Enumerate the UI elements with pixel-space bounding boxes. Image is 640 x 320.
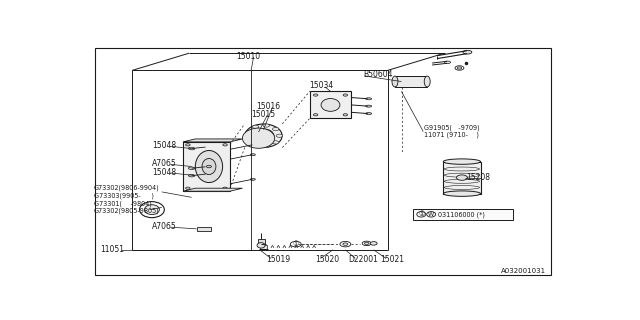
Ellipse shape bbox=[314, 94, 318, 96]
Ellipse shape bbox=[186, 187, 190, 189]
Text: G73303(9905-     ): G73303(9905- ) bbox=[94, 192, 154, 199]
Ellipse shape bbox=[188, 147, 195, 150]
Ellipse shape bbox=[463, 50, 472, 54]
Text: A7065: A7065 bbox=[152, 159, 177, 168]
Polygon shape bbox=[183, 188, 243, 191]
Text: 15020: 15020 bbox=[316, 255, 340, 264]
Ellipse shape bbox=[370, 242, 377, 245]
Text: 15048: 15048 bbox=[152, 168, 176, 177]
Ellipse shape bbox=[202, 158, 216, 174]
Ellipse shape bbox=[188, 174, 195, 177]
Ellipse shape bbox=[252, 125, 259, 128]
Text: 11071 (9710-    ): 11071 (9710- ) bbox=[424, 132, 479, 139]
Ellipse shape bbox=[257, 243, 265, 248]
Text: 15015: 15015 bbox=[251, 109, 275, 118]
Bar bbox=[310, 92, 351, 118]
Ellipse shape bbox=[365, 113, 372, 115]
Ellipse shape bbox=[188, 167, 195, 170]
Text: 11051: 11051 bbox=[100, 245, 124, 254]
Bar bbox=[444, 162, 481, 194]
Text: 15019: 15019 bbox=[266, 255, 290, 264]
Text: G73302(9806-9904): G73302(9806-9904) bbox=[94, 185, 159, 191]
Ellipse shape bbox=[321, 99, 340, 111]
Ellipse shape bbox=[245, 138, 252, 141]
Text: 15208: 15208 bbox=[466, 172, 490, 182]
Text: 15021: 15021 bbox=[380, 255, 404, 264]
Text: ①: ① bbox=[418, 211, 424, 217]
Ellipse shape bbox=[392, 76, 398, 87]
Ellipse shape bbox=[245, 124, 282, 148]
Ellipse shape bbox=[444, 191, 481, 196]
Text: A032001031: A032001031 bbox=[501, 268, 547, 274]
Ellipse shape bbox=[250, 144, 255, 146]
Ellipse shape bbox=[223, 187, 227, 189]
Ellipse shape bbox=[186, 144, 190, 146]
Bar bbox=[183, 142, 230, 191]
Ellipse shape bbox=[195, 150, 223, 182]
Ellipse shape bbox=[263, 124, 269, 127]
Text: 15010: 15010 bbox=[236, 52, 260, 61]
Ellipse shape bbox=[365, 98, 372, 100]
FancyBboxPatch shape bbox=[413, 209, 513, 220]
Text: 15048: 15048 bbox=[152, 141, 176, 150]
Ellipse shape bbox=[253, 129, 274, 142]
Text: W: W bbox=[428, 212, 434, 217]
Text: A7065: A7065 bbox=[152, 222, 177, 231]
Ellipse shape bbox=[314, 114, 318, 116]
Ellipse shape bbox=[276, 134, 283, 137]
Ellipse shape bbox=[343, 243, 348, 245]
Text: 15016: 15016 bbox=[256, 102, 280, 111]
Ellipse shape bbox=[445, 61, 451, 64]
Ellipse shape bbox=[250, 154, 255, 156]
Bar bbox=[257, 239, 264, 244]
Text: G73302(9805-9805): G73302(9805-9805) bbox=[94, 208, 159, 214]
Ellipse shape bbox=[245, 131, 252, 134]
Ellipse shape bbox=[252, 143, 259, 146]
Ellipse shape bbox=[444, 159, 481, 164]
Ellipse shape bbox=[424, 76, 430, 87]
Text: G91905(   -9709): G91905( -9709) bbox=[424, 124, 480, 131]
Text: ①: ① bbox=[292, 241, 299, 247]
Ellipse shape bbox=[263, 144, 269, 148]
Ellipse shape bbox=[145, 205, 159, 215]
Ellipse shape bbox=[365, 105, 372, 107]
Ellipse shape bbox=[343, 114, 348, 116]
Text: B50604: B50604 bbox=[364, 70, 393, 79]
Ellipse shape bbox=[343, 94, 348, 96]
Bar bbox=[196, 227, 211, 231]
Ellipse shape bbox=[250, 178, 255, 180]
Ellipse shape bbox=[364, 242, 369, 244]
Ellipse shape bbox=[273, 141, 279, 144]
Text: 15034: 15034 bbox=[309, 81, 333, 90]
Ellipse shape bbox=[243, 128, 275, 148]
Text: G73301(    -9804): G73301( -9804) bbox=[94, 201, 152, 207]
Ellipse shape bbox=[456, 175, 467, 180]
Bar bbox=[395, 76, 428, 87]
Bar bbox=[260, 245, 268, 249]
Text: 031106000 (*): 031106000 (*) bbox=[438, 211, 485, 218]
Polygon shape bbox=[183, 139, 243, 142]
Ellipse shape bbox=[457, 67, 461, 69]
Text: D22001: D22001 bbox=[348, 255, 378, 264]
Ellipse shape bbox=[223, 144, 227, 146]
Ellipse shape bbox=[273, 127, 279, 131]
Ellipse shape bbox=[207, 165, 211, 168]
